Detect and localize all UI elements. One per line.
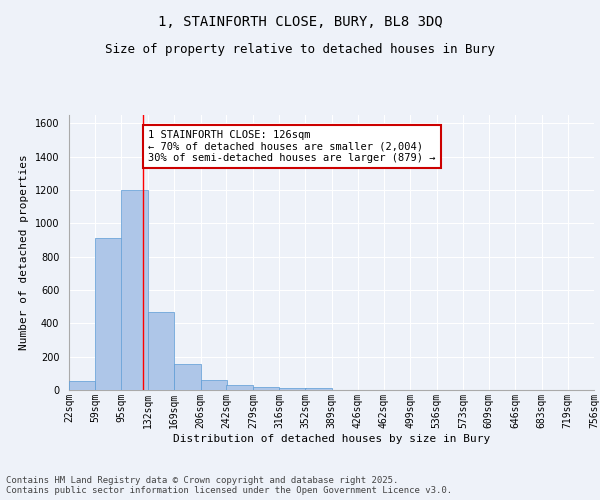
Bar: [305, 388, 331, 390]
Bar: [200, 380, 227, 390]
Bar: [121, 190, 148, 390]
Bar: [174, 364, 200, 390]
Bar: [279, 388, 306, 390]
Text: 1, STAINFORTH CLOSE, BURY, BL8 3DQ: 1, STAINFORTH CLOSE, BURY, BL8 3DQ: [158, 15, 442, 29]
Y-axis label: Number of detached properties: Number of detached properties: [19, 154, 29, 350]
X-axis label: Distribution of detached houses by size in Bury: Distribution of detached houses by size …: [173, 434, 490, 444]
Bar: [148, 312, 174, 390]
Text: Size of property relative to detached houses in Bury: Size of property relative to detached ho…: [105, 42, 495, 56]
Text: 1 STAINFORTH CLOSE: 126sqm
← 70% of detached houses are smaller (2,004)
30% of s: 1 STAINFORTH CLOSE: 126sqm ← 70% of deta…: [148, 130, 436, 163]
Bar: [253, 386, 279, 390]
Bar: [95, 238, 122, 390]
Text: Contains HM Land Registry data © Crown copyright and database right 2025.
Contai: Contains HM Land Registry data © Crown c…: [6, 476, 452, 495]
Bar: [226, 385, 253, 390]
Bar: [69, 381, 95, 390]
